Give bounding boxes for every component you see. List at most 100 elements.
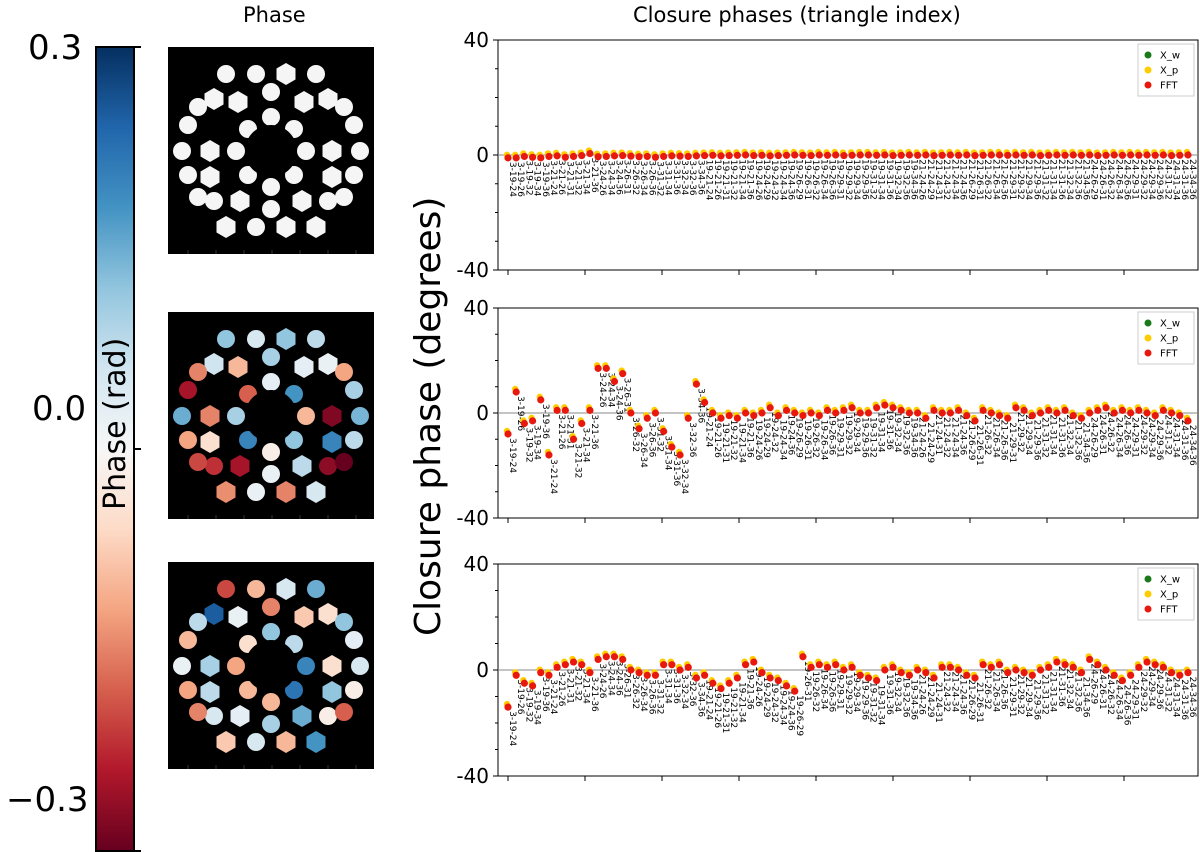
point-FFT <box>1135 663 1143 671</box>
point-FFT <box>709 679 717 687</box>
point-FFT <box>840 406 848 414</box>
point-FFT <box>504 703 512 711</box>
point-label: 3-26-32 <box>630 160 640 195</box>
point-label: 24-26-31 <box>1097 669 1107 710</box>
point-label: 19-24-26 <box>753 420 763 461</box>
point-label: 3-21-31 <box>564 669 574 704</box>
point-FFT <box>1053 658 1061 666</box>
point-label: 19-31-36 <box>884 409 894 450</box>
point-FFT <box>766 404 774 412</box>
point-label: 21-34-36 <box>1080 677 1090 718</box>
point-FFT <box>807 151 815 160</box>
point-FFT <box>905 409 914 417</box>
point-label: 19-21-24 <box>704 679 714 720</box>
pupil-circular-segment <box>239 681 257 699</box>
pupil-circular-segment <box>345 431 363 449</box>
pupil-hexagonal-segment <box>322 405 342 427</box>
point-label: 3-24-26 <box>597 372 607 407</box>
colorbar-tick <box>135 448 141 450</box>
point-label: 3-21-36 <box>589 158 599 193</box>
point-label: 3-19-26 <box>515 162 525 197</box>
point-label: 19-29-31 <box>835 417 845 458</box>
point-FFT <box>955 151 963 159</box>
point-label: 24-31-34 <box>1171 160 1181 201</box>
point-FFT <box>545 152 553 161</box>
point-label: 24-29-36 <box>1154 159 1164 200</box>
y-tick-label: 0 <box>476 143 489 167</box>
point-FFT <box>561 406 569 414</box>
point-FFT <box>1061 406 1069 414</box>
pupil-circular-segment <box>262 465 280 483</box>
point-FFT <box>758 409 766 417</box>
point-label: 3-21-36 <box>589 414 599 449</box>
point-FFT <box>864 674 873 682</box>
point-FFT <box>725 151 733 160</box>
point-label: 24-29-36 <box>1154 420 1164 461</box>
point-FFT <box>610 152 619 160</box>
point-label: 19-26-29 <box>794 159 804 200</box>
point-label: 19-21-26 <box>712 687 722 728</box>
point-FFT <box>741 409 750 417</box>
pupil-hexagonal-segment <box>318 603 338 625</box>
pupil-hexagonal-segment <box>292 455 312 477</box>
pupil-circular-segment <box>217 580 235 598</box>
point-label: 19-26-29 <box>794 417 804 458</box>
legend-label: X_w <box>1160 51 1180 62</box>
point-label: 3-19-36 <box>540 404 550 439</box>
point-label: 24-31-34 <box>1171 417 1181 458</box>
point-FFT <box>578 419 586 428</box>
pupil-circular-segment <box>297 657 315 675</box>
pupil-circular-segment <box>285 681 303 699</box>
point-FFT <box>528 417 537 425</box>
point-FFT <box>823 663 832 671</box>
point-FFT <box>799 412 807 420</box>
point-label: 19-21-34 <box>736 159 746 200</box>
closure-phases-title: Closure phases (triangle index) <box>633 3 961 27</box>
point-FFT <box>848 663 856 671</box>
point-label: 19-21-34 <box>736 682 746 723</box>
point-FFT <box>627 409 635 417</box>
point-label: 21-34-36 <box>1080 159 1090 200</box>
point-label: 3-19-34 <box>532 161 542 196</box>
point-label: 19-21-31 <box>720 693 730 734</box>
pupil-circular-segment <box>345 166 363 184</box>
point-label: 3-31-36 <box>671 669 681 704</box>
pupil-hexagonal-segment <box>294 91 314 113</box>
point-label: 19-31-32 <box>867 417 877 458</box>
point-label: 19-29-36 <box>859 159 869 200</box>
point-label: 19-21-31 <box>720 160 730 201</box>
point-FFT <box>750 658 758 666</box>
point-label: 21-24-36 <box>958 414 968 455</box>
point-FFT <box>922 151 930 159</box>
point-FFT <box>987 663 995 671</box>
point-FFT <box>1159 151 1168 159</box>
point-label: 21-24-29 <box>925 677 935 718</box>
point-label: 21-34-36 <box>1080 422 1090 463</box>
point-label: 19-26-32 <box>810 417 820 458</box>
point-label: 3-21-36 <box>589 677 599 712</box>
point-FFT <box>971 151 979 160</box>
point-FFT <box>668 152 676 160</box>
point-FFT <box>1102 666 1110 674</box>
pupil-circular-segment <box>247 65 265 83</box>
point-FFT <box>1004 414 1012 422</box>
point-label: 24-31-34 <box>1171 677 1181 718</box>
pupil-circular-segment <box>335 188 353 206</box>
point-FFT <box>1036 666 1045 674</box>
point-FFT <box>930 674 938 682</box>
point-FFT <box>889 663 897 671</box>
point-label: 3-19-32 <box>523 428 533 463</box>
point-label: 3-24-34 <box>605 160 615 195</box>
point-FFT <box>782 682 791 690</box>
point-label: 24-31-36 <box>1179 159 1189 200</box>
pupil-circular-segment <box>189 613 207 631</box>
point-label: 24-31-36 <box>1179 420 1189 461</box>
point-FFT <box>889 404 897 412</box>
point-label: 24-29-32 <box>1138 159 1148 200</box>
point-FFT <box>1176 151 1184 159</box>
colorbar-min-label: −0.3 <box>6 780 89 820</box>
point-label: 3-26-32 <box>630 674 640 709</box>
point-FFT <box>971 417 979 425</box>
point-FFT <box>537 396 545 404</box>
point-FFT <box>1102 151 1110 159</box>
